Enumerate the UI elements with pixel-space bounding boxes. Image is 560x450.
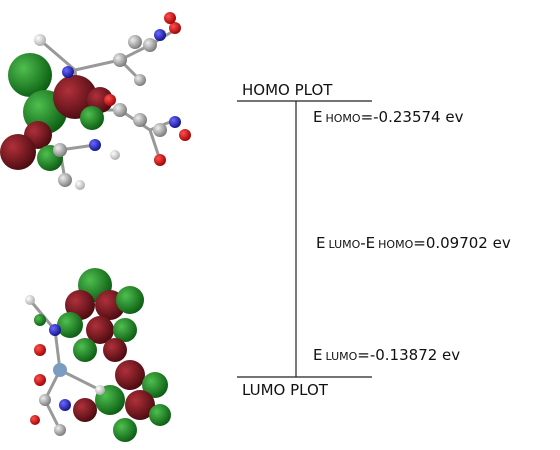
symbol: E — [316, 234, 325, 252]
lumo-molecule — [25, 268, 171, 442]
value: =-0.23574 ev — [361, 108, 464, 126]
symbol: E — [313, 346, 322, 364]
homo-molecule — [0, 12, 191, 190]
lumo-label: LUMO PLOT — [242, 381, 329, 399]
page: {"homo": {"label": "HOMO PLOT", "energy"… — [0, 0, 560, 446]
subscript: LUMO — [328, 238, 360, 251]
subscript: LUMO — [325, 350, 357, 363]
homo-label: HOMO PLOT — [242, 81, 333, 99]
symbol: E — [313, 108, 322, 126]
subscript: HOMO — [325, 112, 360, 125]
value: =-0.13872 ev — [357, 346, 460, 364]
subscript: HOMO — [378, 238, 413, 251]
separator: -E — [360, 234, 375, 252]
value: =0.09702 ev — [413, 234, 511, 252]
diagram: HOMO PLOT EHOMO=-0.23574 ev ELUMO-EHOMO=… — [0, 0, 560, 446]
